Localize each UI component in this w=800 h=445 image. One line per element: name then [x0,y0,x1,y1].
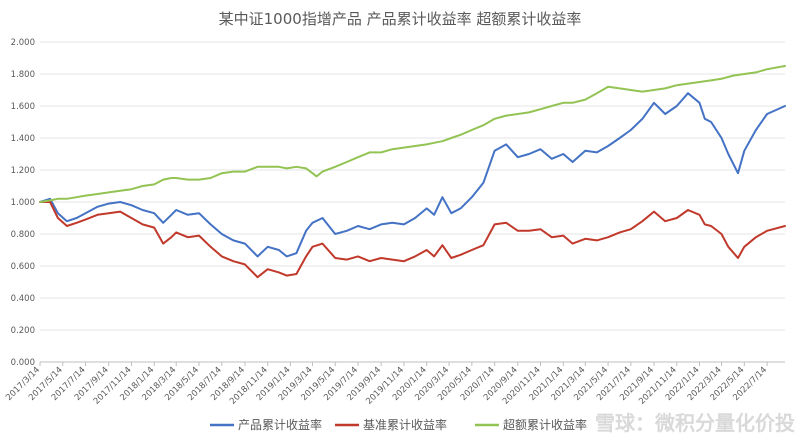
y-tick-label: 0.600 [11,262,35,272]
y-tick-label: 1.200 [11,166,35,176]
legend-label: 产品累计收益率 [238,417,322,432]
y-tick-label: 0.000 [11,358,35,368]
y-tick-label: 1.000 [11,198,35,208]
series-line-2 [39,201,786,279]
series-line-1 [39,92,786,258]
y-tick-label: 0.800 [11,230,35,240]
y-tick-label: 1.800 [11,70,35,80]
x-axis: 2017/3/142017/5/142017/7/142017/9/142017… [4,362,769,407]
y-axis: 0.000 0.200 0.400 0.600 0.800 1.000 1.200 1.400… [11,38,35,368]
watermark-text: 雪球：微积分量化价投 [595,411,795,435]
series-line-3 [39,65,786,203]
y-tick-label: 1.600 [11,102,35,112]
y-tick-label: 2.000 [11,38,35,48]
y-tick-label: 1.400 [11,134,35,144]
legend-label: 基准累计收益率 [363,417,447,432]
y-tick-label: 0.400 [11,294,35,304]
grid-lines [40,41,785,363]
series-lines [39,65,786,279]
legend-label: 超额累计收益率 [503,417,587,432]
chart-title: 某中证1000指增产品 产品累计收益率 超额累计收益率 [219,10,582,28]
y-tick-label: 0.200 [11,326,35,336]
legend: 产品累计收益率 基准累计收益率 超额累计收益率 [210,417,587,432]
